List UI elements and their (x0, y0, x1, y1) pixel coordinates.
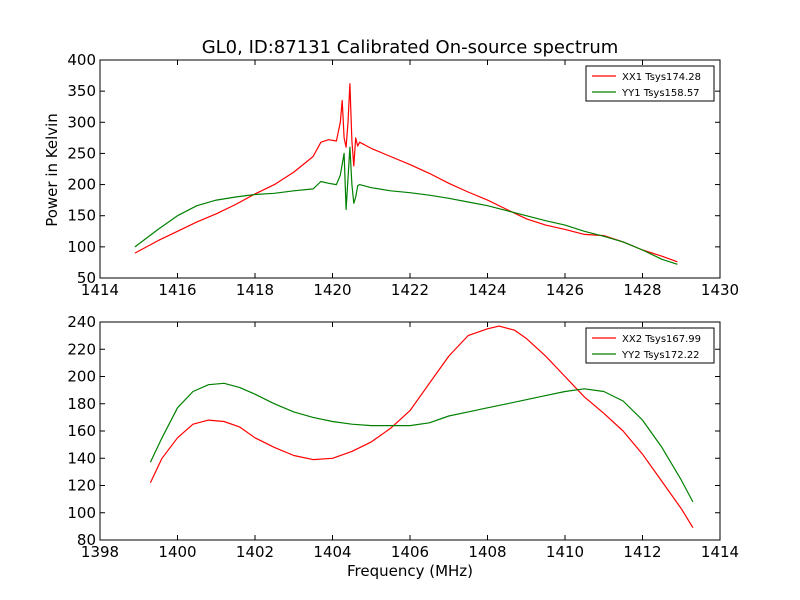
x-tick-label: 1420 (313, 281, 351, 299)
x-tick-label: 1416 (158, 281, 196, 299)
panel-2: 1398 1400 1402 1404 1406 1408 1410 1412 1414 80 10… (67, 313, 739, 561)
x-tick-label: 1428 (623, 281, 661, 299)
series-line-1-1 (134, 83, 678, 263)
y-tick-label: 300 (67, 113, 96, 131)
y-axis-label: Power in Kelvin (43, 113, 61, 227)
y-tick-label: 200 (67, 368, 96, 386)
plots: 1414 1416 1418 1420 1422 1424 1426 1428 1430 50 10… (67, 51, 739, 561)
y-tick-label: 220 (67, 340, 96, 358)
x-tick-label: 1398 (81, 543, 119, 561)
x-tick-label: 1418 (236, 281, 274, 299)
y-tick-label: 150 (67, 207, 96, 225)
x-axis-label: Frequency (MHz) (347, 562, 473, 580)
x-tick-label: 1410 (546, 543, 584, 561)
x-tick-label: 1408 (468, 543, 506, 561)
x-tick-label: 1414 (701, 543, 739, 561)
x-tick-label: 1414 (81, 281, 119, 299)
legend-label: XX2 Tsys167.99 (622, 334, 701, 345)
x-tick-label: 1426 (546, 281, 584, 299)
series-line-2-1 (149, 325, 694, 529)
y-tick-label: 100 (67, 238, 96, 256)
y-tick-label: 250 (67, 144, 96, 162)
x-tick-label: 1404 (313, 543, 351, 561)
y-tick-label: 200 (67, 176, 96, 194)
legend-label: XX1 Tsys174.28 (622, 72, 701, 83)
y-tick-label: 160 (67, 422, 96, 440)
x-tick-label: 1430 (701, 281, 739, 299)
y-tick-label: 180 (67, 395, 96, 413)
legend-box (585, 65, 715, 102)
y-tick-label: 120 (67, 477, 96, 495)
x-tick-label: 1402 (236, 543, 274, 561)
y-tick-label: 140 (67, 449, 96, 467)
series-line-2-2 (149, 382, 694, 503)
legend-label: YY1 Tsys158.57 (621, 88, 700, 99)
x-tick-label: 1406 (391, 543, 429, 561)
y-tick-label: 400 (67, 51, 96, 69)
y-tick-label: 80 (77, 531, 96, 549)
y-tick-label: 100 (67, 504, 96, 522)
x-tick-label: 1400 (158, 543, 196, 561)
x-tick-label: 1412 (623, 543, 661, 561)
panel-1: 1414 1416 1418 1420 1422 1424 1426 1428 1430 50 10… (67, 51, 739, 299)
y-tick-label: 50 (77, 269, 96, 287)
legend-box (585, 327, 715, 364)
series-line-1-2 (134, 146, 678, 265)
y-tick-label: 240 (67, 313, 96, 331)
x-tick-label: 1424 (468, 281, 506, 299)
x-tick-label: 1422 (391, 281, 429, 299)
figure-title: GL0, ID:87131 Calibrated On-source spect… (202, 37, 619, 58)
y-tick-label: 350 (67, 82, 96, 100)
legend: XX1 Tsys174.28 YY1 Tsys158.57 (585, 65, 715, 102)
legend: XX2 Tsys167.99 YY2 Tsys172.22 (585, 327, 715, 364)
legend-label: YY2 Tsys172.22 (621, 350, 700, 361)
